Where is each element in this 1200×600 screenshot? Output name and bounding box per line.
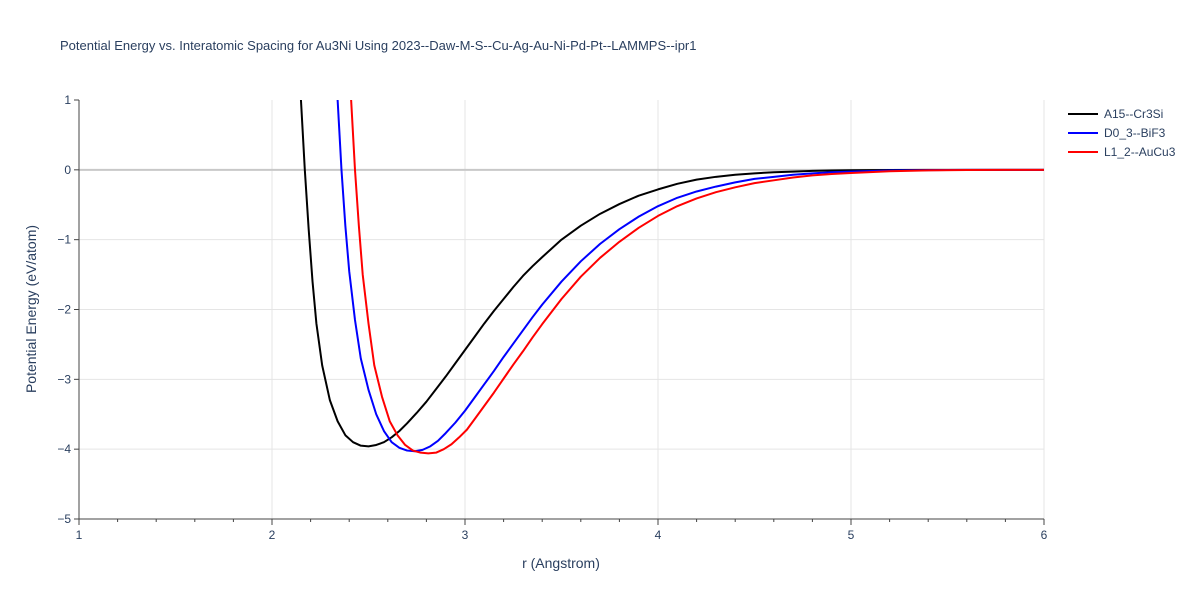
- y-tick-label: −4: [57, 442, 71, 456]
- legend-item[interactable]: D0_3--BiF3: [1068, 126, 1166, 140]
- legend[interactable]: A15--Cr3Si D0_3--BiF3 L1_2--AuCu3: [1068, 107, 1176, 159]
- legend-label: A15--Cr3Si: [1104, 107, 1163, 121]
- y-tick-label: 0: [64, 163, 71, 177]
- x-axis-title: r (Angstrom): [522, 555, 600, 571]
- x-tick-label: 6: [1041, 528, 1048, 542]
- tick-labels: 1 2 3 4 5 6 1 0 −1 −2 −3 −4 −5: [57, 93, 1047, 542]
- series-line-d0-3-bif3: [336, 100, 1044, 453]
- series-line-a15-cr3si: [299, 100, 1044, 448]
- y-tick-label: −2: [57, 303, 71, 317]
- x-tick-label: 4: [655, 528, 662, 542]
- x-tick-label: 3: [462, 528, 469, 542]
- x-tick-label: 2: [269, 528, 276, 542]
- series-lines: [299, 100, 1044, 455]
- y-tick-label: −1: [57, 233, 71, 247]
- x-tick-label: 5: [848, 528, 855, 542]
- y-tick-label: 1: [64, 93, 71, 107]
- y-tick-label: −3: [57, 372, 71, 386]
- legend-item[interactable]: L1_2--AuCu3: [1068, 145, 1176, 159]
- axes: [74, 99, 1045, 525]
- y-tick-label: −5: [57, 512, 71, 526]
- x-tick-label: 1: [76, 528, 83, 542]
- y-axis-title: Potential Energy (eV/atom): [23, 225, 39, 393]
- legend-label: D0_3--BiF3: [1104, 126, 1166, 140]
- series-line-l1-2-aucu3: [350, 100, 1044, 455]
- legend-item[interactable]: A15--Cr3Si: [1068, 107, 1163, 121]
- legend-label: L1_2--AuCu3: [1104, 145, 1176, 159]
- chart-title: Potential Energy vs. Interatomic Spacing…: [60, 38, 697, 53]
